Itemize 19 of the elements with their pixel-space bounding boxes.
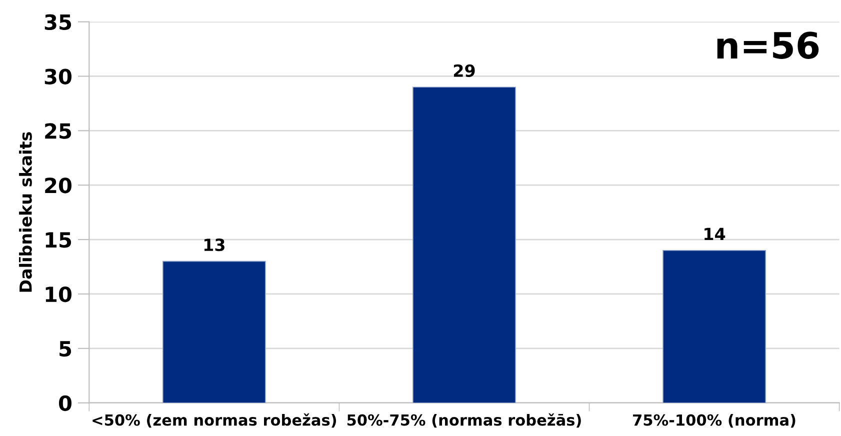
x-tick-label: 75%-100% (norma) [633, 414, 796, 428]
y-tick-label: 25 [45, 123, 72, 139]
annotation: n=56 [717, 32, 819, 59]
y-tick-label: 10 [46, 286, 72, 302]
x-tick-label: 50%-75% (normas robežās) [347, 413, 581, 428]
y-tick-label: 20 [45, 178, 72, 194]
bar [662, 250, 766, 403]
y-tick-label: 0 [58, 395, 72, 412]
y-tick-label: 35 [44, 14, 72, 30]
bar [162, 260, 266, 403]
data-label: 14 [704, 228, 726, 240]
bar [412, 86, 516, 403]
y-tick-label: 5 [60, 341, 72, 357]
y-tick-label: 15 [46, 232, 72, 248]
y-axis-title: Dalībnieku skaits [19, 132, 32, 292]
y-tick-label: 30 [44, 68, 72, 84]
data-label: 13 [204, 238, 224, 252]
x-tick-label: <50% (zem normas robežas) [92, 413, 336, 428]
data-label: 29 [454, 64, 475, 77]
